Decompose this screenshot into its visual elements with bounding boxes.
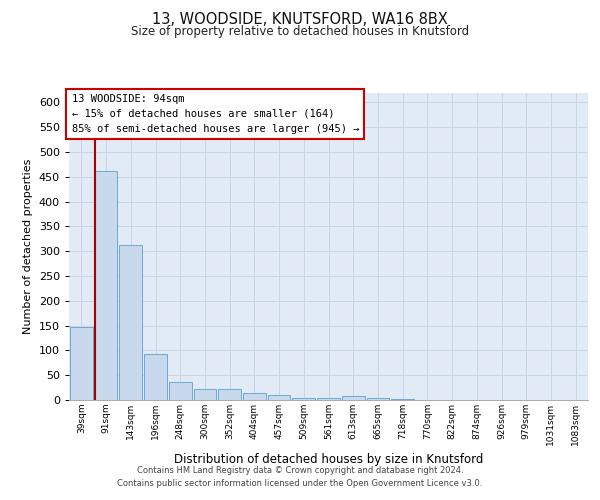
Bar — [367, 398, 389, 400]
Text: Contains HM Land Registry data © Crown copyright and database right 2024.
Contai: Contains HM Land Registry data © Crown c… — [118, 466, 482, 487]
Bar — [70, 326, 93, 400]
Bar — [268, 395, 290, 400]
Bar — [317, 398, 340, 400]
Bar — [95, 171, 118, 400]
Y-axis label: Number of detached properties: Number of detached properties — [23, 158, 33, 334]
Bar — [119, 245, 142, 400]
Bar — [342, 396, 365, 400]
Bar — [144, 354, 167, 400]
Bar — [218, 389, 241, 400]
Bar — [169, 382, 191, 400]
Bar — [194, 389, 216, 400]
Text: Size of property relative to detached houses in Knutsford: Size of property relative to detached ho… — [131, 25, 469, 38]
X-axis label: Distribution of detached houses by size in Knutsford: Distribution of detached houses by size … — [174, 453, 483, 466]
Bar — [391, 399, 414, 400]
Bar — [292, 398, 315, 400]
Text: 13 WOODSIDE: 94sqm
← 15% of detached houses are smaller (164)
85% of semi-detach: 13 WOODSIDE: 94sqm ← 15% of detached hou… — [71, 94, 359, 134]
Text: 13, WOODSIDE, KNUTSFORD, WA16 8BX: 13, WOODSIDE, KNUTSFORD, WA16 8BX — [152, 12, 448, 28]
Bar — [243, 393, 266, 400]
